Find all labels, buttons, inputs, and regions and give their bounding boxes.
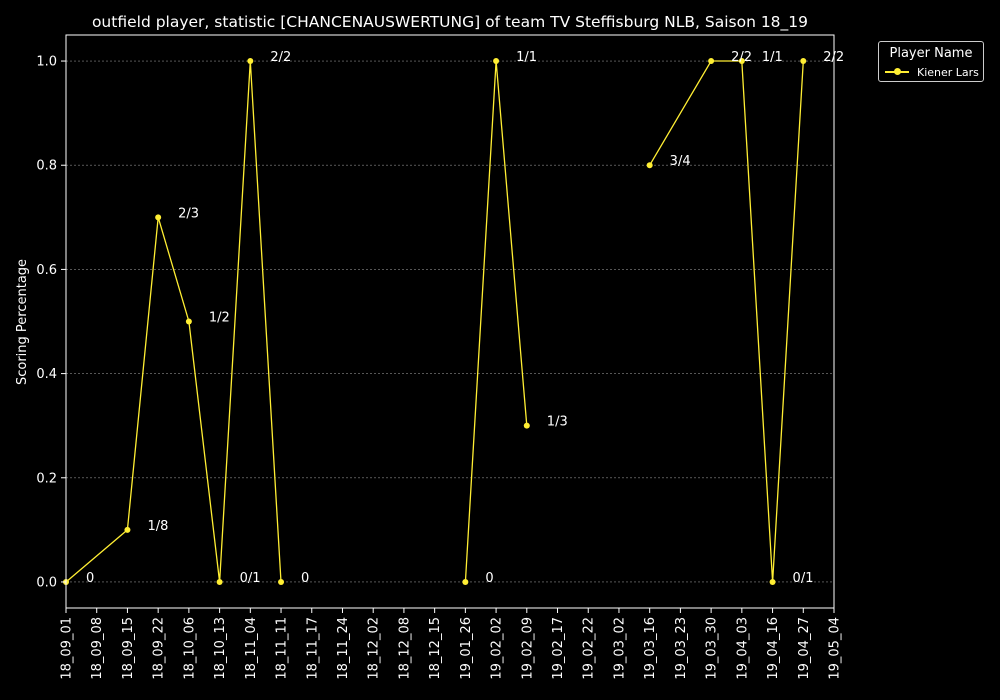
legend: Player Name Kiener Lars (878, 41, 984, 82)
x-tick-label: 18_11_17 (305, 617, 320, 680)
x-axis-ticks: 18_09_01 18_09_08 18_09_15 18_09_22 18_10_06… (60, 608, 843, 680)
data-point (708, 58, 715, 65)
data-point (278, 578, 285, 585)
y-axis-label: Scoring Percentage (15, 259, 30, 385)
x-tick-label: 18_12_15 (428, 617, 443, 680)
x-tick-label: 18_10_13 (213, 617, 228, 680)
data-label: 2/3 (178, 206, 199, 221)
y-tick-label: 0.0 (36, 575, 57, 590)
x-tick-label: 18_09_08 (90, 617, 105, 680)
series-line-group (65, 60, 804, 583)
data-point (185, 318, 192, 325)
chart-title: outfield player, statistic [CHANCENAUSWE… (92, 13, 808, 32)
y-tick-label: 0.2 (36, 471, 57, 486)
data-point (155, 214, 162, 221)
x-tick-label: 19_03_23 (674, 617, 689, 680)
data-point (493, 58, 500, 65)
x-tick-label: 19_05_04 (828, 617, 843, 680)
data-point (124, 526, 131, 533)
data-label: 0/1 (240, 571, 261, 586)
data-point (247, 58, 254, 65)
data-labels: 01/82/31/20/12/20 01/11/33/42/2 1/10/12/2 (86, 50, 844, 586)
data-points (63, 58, 807, 585)
series-line (65, 60, 282, 583)
x-tick-label: 19_04_27 (797, 617, 812, 680)
legend-item: Kiener Lars (885, 65, 979, 79)
data-label: 1/1 (762, 50, 783, 65)
data-point (800, 58, 807, 65)
x-tick-label: 18_09_01 (60, 617, 75, 680)
data-point (738, 58, 745, 65)
data-point (769, 578, 776, 585)
data-label: 3/4 (670, 154, 691, 169)
x-tick-label: 19_03_16 (643, 617, 658, 680)
grid-lines (66, 60, 834, 583)
series-line (649, 60, 804, 583)
x-tick-label: 18_10_06 (182, 617, 197, 680)
x-tick-label: 19_01_26 (459, 617, 474, 680)
x-tick-label: 18_12_08 (397, 617, 412, 680)
x-tick-label: 19_04_03 (735, 617, 750, 680)
series-line (464, 60, 528, 583)
data-label: 2/2 (731, 50, 752, 65)
y-tick-label: 1.0 (36, 55, 57, 70)
y-axis-ticks: 0.0 0.2 0.4 0.6 0.8 1.0 (36, 55, 66, 590)
x-tick-label: 19_02_17 (551, 617, 566, 680)
data-label: 0 (485, 571, 493, 586)
x-tick-label: 19_03_30 (705, 617, 720, 680)
y-tick-label: 0.8 (36, 159, 57, 174)
data-label: 2/2 (270, 50, 291, 65)
x-tick-label: 18_12_02 (367, 617, 382, 680)
data-label: 0/1 (793, 571, 814, 586)
data-point (216, 578, 223, 585)
legend-title: Player Name (889, 46, 973, 61)
x-tick-label: 19_04_16 (766, 617, 781, 680)
data-label: 0 (86, 571, 94, 586)
x-tick-label: 19_02_02 (490, 617, 505, 680)
legend-swatch (885, 65, 909, 79)
x-tick-label: 19_03_02 (612, 617, 627, 680)
x-tick-label: 18_11_24 (336, 617, 351, 680)
x-tick-label: 18_11_11 (275, 617, 290, 680)
data-label: 1/1 (516, 50, 537, 65)
data-label: 1/3 (547, 415, 568, 430)
plot-frame (65, 34, 835, 609)
data-label: 1/2 (209, 311, 230, 326)
y-tick-label: 0.4 (36, 367, 57, 382)
data-label: 1/8 (147, 519, 168, 534)
x-tick-label: 18_09_15 (121, 617, 136, 680)
data-point (646, 162, 653, 169)
legend-label: Kiener Lars (917, 65, 979, 79)
data-point (462, 578, 469, 585)
data-label: 0 (301, 571, 309, 586)
x-tick-label: 18_11_04 (244, 617, 259, 680)
x-tick-label: 18_09_22 (152, 617, 167, 680)
data-point (523, 422, 530, 429)
y-tick-label: 0.6 (36, 263, 57, 278)
x-tick-label: 19_02_09 (520, 617, 535, 680)
x-tick-label: 19_02_22 (582, 617, 597, 680)
